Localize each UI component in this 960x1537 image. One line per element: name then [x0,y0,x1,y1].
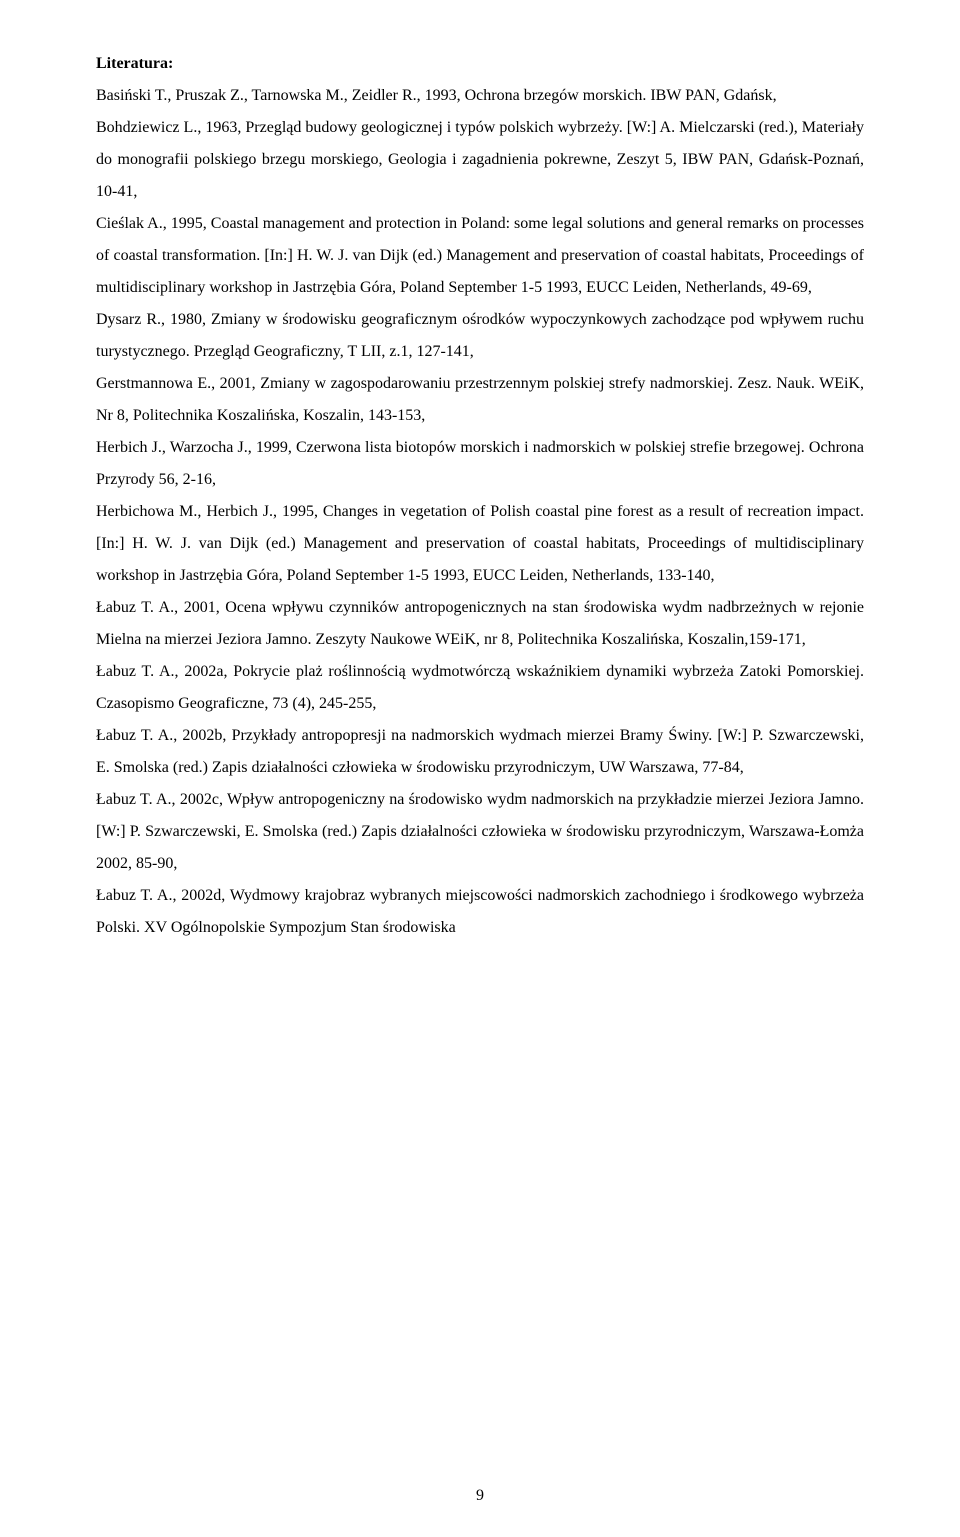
reference-entry: Herbich J., Warzocha J., 1999, Czerwona … [96,432,864,496]
reference-entry: Bohdziewicz L., 1963, Przegląd budowy ge… [96,112,864,208]
reference-entry: Łabuz T. A., 2002d, Wydmowy krajobraz wy… [96,880,864,944]
reference-entry: Herbichowa M., Herbich J., 1995, Changes… [96,496,864,592]
reference-entry: Dysarz R., 1980, Zmiany w środowisku geo… [96,304,864,368]
reference-entry: Łabuz T. A., 2001, Ocena wpływu czynnikó… [96,592,864,656]
page-container: Literatura: Basiński T., Pruszak Z., Tar… [0,0,960,1537]
reference-entry: Łabuz T. A., 2002a, Pokrycie plaż roślin… [96,656,864,720]
reference-entry: Cieślak A., 1995, Coastal management and… [96,208,864,304]
reference-entry: Łabuz T. A., 2002b, Przykłady antropopre… [96,720,864,784]
section-heading-literatura: Literatura: [96,48,864,80]
reference-entry: Łabuz T. A., 2002c, Wpływ antropogeniczn… [96,784,864,880]
reference-entry: Basiński T., Pruszak Z., Tarnowska M., Z… [96,80,864,112]
page-number: 9 [0,1487,960,1505]
reference-entry: Gerstmannowa E., 2001, Zmiany w zagospod… [96,368,864,432]
